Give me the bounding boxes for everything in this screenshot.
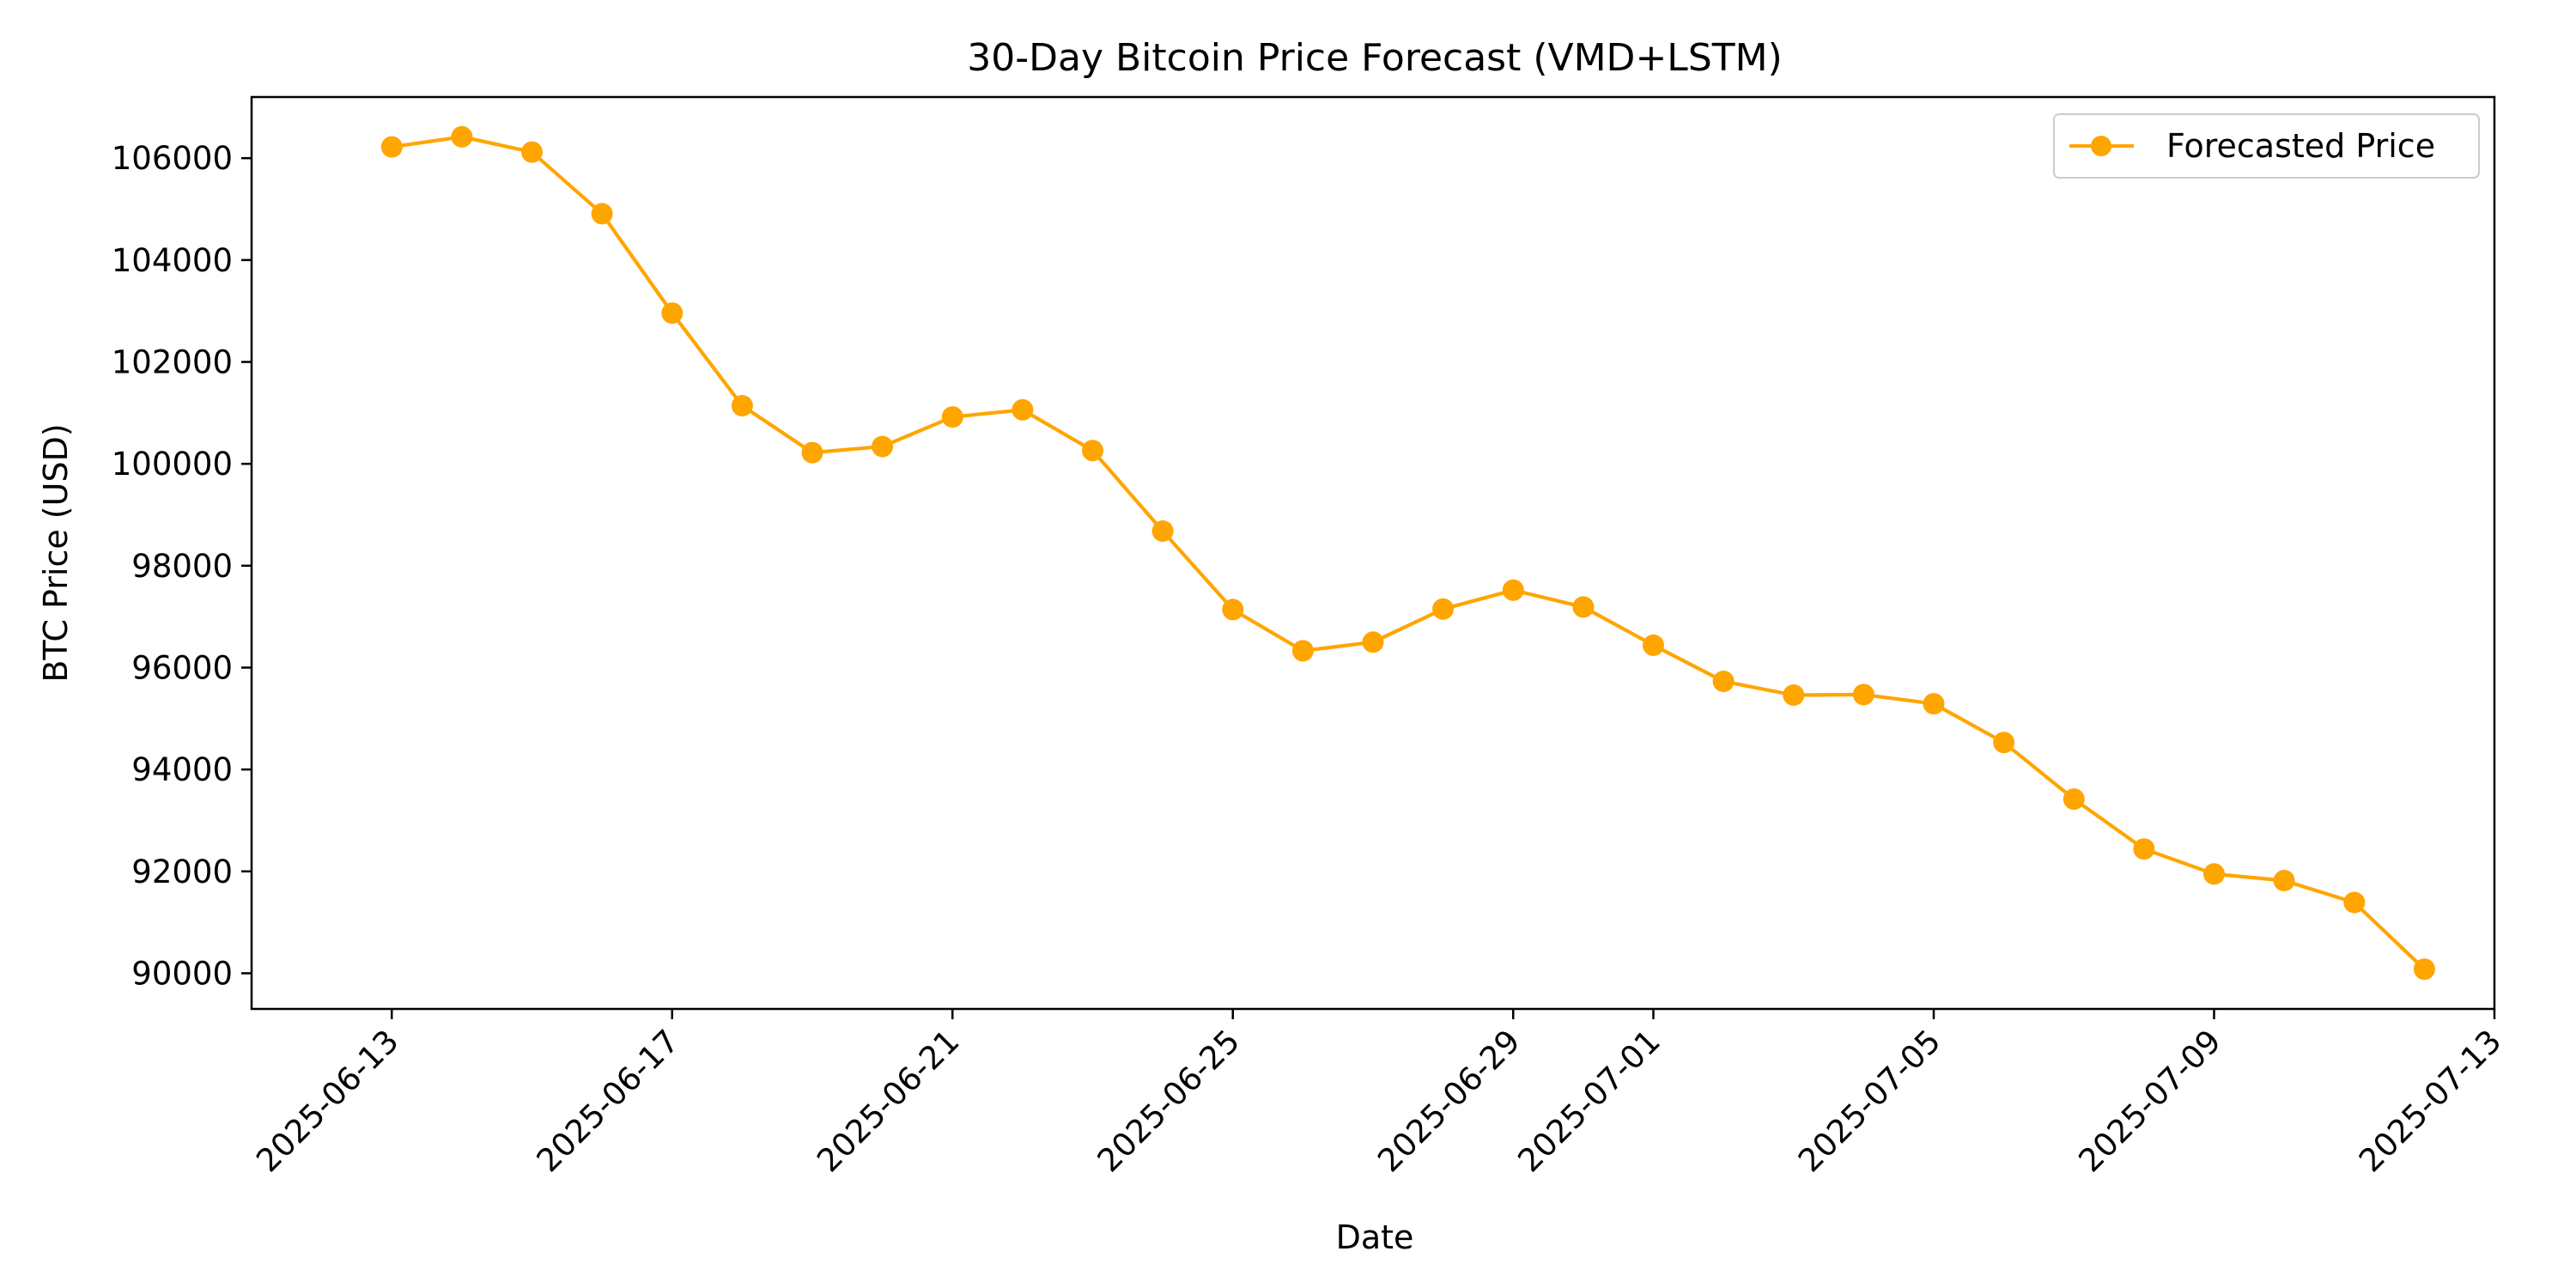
y-tick-label: 94000: [131, 751, 233, 788]
data-point: [2203, 863, 2225, 885]
plot-frame: [250, 95, 2496, 1011]
legend-marker: [2091, 136, 2111, 156]
y-tick-label: 90000: [131, 955, 233, 992]
data-point: [1291, 640, 1314, 662]
data-point: [941, 406, 963, 428]
x-tick-label: 2025-06-13: [249, 1023, 405, 1179]
y-axis-label: BTC Price (USD): [37, 423, 75, 682]
data-point: [731, 395, 753, 416]
legend: Forecasted Price: [2053, 113, 2480, 179]
data-point: [591, 203, 613, 225]
x-tick-label: 2025-07-13: [2352, 1023, 2508, 1179]
data-point: [661, 302, 683, 325]
data-point: [1502, 579, 1524, 601]
legend-label: Forecasted Price: [2166, 127, 2435, 165]
data-point: [1362, 631, 1384, 653]
data-point: [380, 136, 403, 158]
data-point: [872, 435, 894, 458]
data-point: [2413, 958, 2435, 981]
y-tick-label: 98000: [131, 548, 233, 585]
x-tick-label: 2025-06-21: [810, 1023, 966, 1179]
y-tick-label: 96000: [131, 649, 233, 686]
data-point: [1012, 398, 1034, 421]
data-point: [1923, 693, 1945, 715]
chart-title: 30-Day Bitcoin Price Forecast (VMD+LSTM): [967, 36, 1783, 80]
y-tick-label: 104000: [112, 242, 233, 279]
x-tick-label: 2025-07-05: [1791, 1023, 1947, 1179]
y-tick-label: 106000: [112, 140, 233, 177]
x-tick-label: 2025-06-25: [1091, 1023, 1247, 1179]
x-tick-label: 2025-06-17: [530, 1023, 686, 1179]
legend-box: [2053, 113, 2480, 179]
series-line: [391, 135, 2426, 971]
data-point: [2343, 891, 2366, 914]
x-axis-label: Date: [1336, 1218, 1414, 1256]
y-tick-label: 92000: [131, 854, 233, 890]
data-point: [1783, 684, 1805, 706]
data-point: [1151, 520, 1174, 542]
data-point: [1852, 683, 1874, 706]
x-tick-label: 2025-06-29: [1370, 1023, 1527, 1179]
data-point: [1082, 440, 1103, 462]
data-point: [2273, 870, 2295, 891]
data-point: [1572, 596, 1595, 618]
data-point: [801, 441, 823, 464]
data-point: [2063, 788, 2085, 811]
data-point: [1643, 634, 1664, 656]
data-point: [1222, 598, 1244, 621]
data-point: [451, 125, 473, 148]
data-point: [2133, 838, 2155, 860]
data-point: [1432, 598, 1455, 620]
data-point: [1712, 671, 1735, 692]
x-tick-label: 2025-07-09: [2071, 1023, 2227, 1179]
data-point: [1993, 732, 2015, 754]
data-point: [521, 141, 543, 163]
x-tick-label: 2025-07-01: [1510, 1023, 1667, 1179]
y-tick-label: 100000: [112, 446, 233, 483]
y-tick-label: 102000: [112, 344, 233, 381]
